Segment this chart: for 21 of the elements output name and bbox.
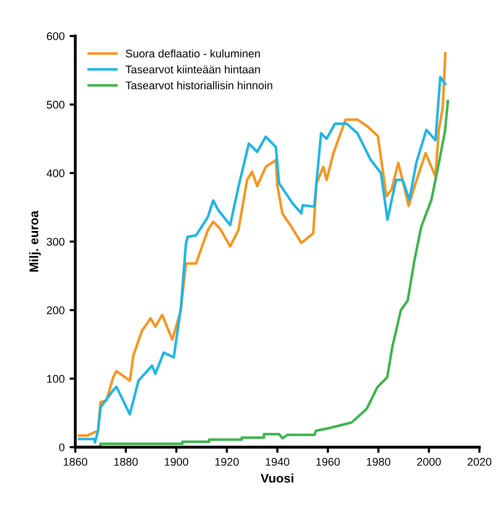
- legend-label: Tasearvot historiallisin hinnoin: [126, 81, 272, 90]
- y-tick-label: 600: [46, 32, 64, 40]
- y-tick-label: 300: [46, 238, 64, 246]
- y-tick-label: 200: [46, 306, 64, 314]
- y-tick-label: 400: [46, 169, 64, 178]
- x-tick-label: 1980: [366, 458, 390, 466]
- y-axis-title: Milj. euroa: [29, 210, 41, 272]
- legend-label: Tasearvot kiinteään hintaan: [126, 65, 260, 74]
- x-tick-label: 1920: [215, 458, 239, 466]
- y-tick-label: 100: [47, 374, 64, 383]
- x-tick-label: 2020: [468, 458, 492, 466]
- x-tick-label: 1880: [114, 458, 138, 466]
- x-tick-label: 2000: [417, 458, 441, 466]
- y-tick-label: 500: [46, 100, 64, 109]
- x-tick-label: 1940: [266, 458, 290, 466]
- x-tick-label: 1960: [316, 458, 340, 466]
- x-axis-title: Vuosi: [260, 474, 294, 483]
- y-tick-label: 0: [59, 443, 64, 452]
- x-tick-label: 1900: [164, 458, 188, 466]
- legend-label: Suora deflaatio - kuluminen: [126, 49, 260, 58]
- x-tick-label: 1860: [64, 458, 88, 466]
